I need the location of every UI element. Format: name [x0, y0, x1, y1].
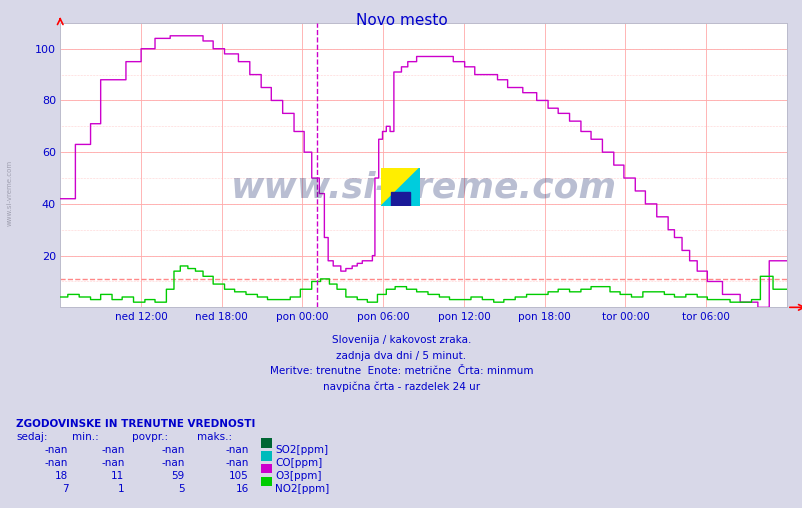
Text: ZGODOVINSKE IN TRENUTNE VREDNOSTI: ZGODOVINSKE IN TRENUTNE VREDNOSTI: [16, 419, 255, 429]
Polygon shape: [381, 168, 419, 206]
Text: pon 18:00: pon 18:00: [517, 312, 570, 323]
Text: CO[ppm]: CO[ppm]: [275, 458, 322, 468]
Text: -nan: -nan: [45, 445, 68, 455]
Text: 7: 7: [62, 484, 68, 494]
Text: -nan: -nan: [161, 445, 184, 455]
Text: 105: 105: [229, 471, 249, 481]
Text: www.si-vreme.com: www.si-vreme.com: [6, 160, 13, 226]
Text: Novo mesto: Novo mesto: [355, 13, 447, 28]
Text: -nan: -nan: [101, 458, 124, 468]
Text: -nan: -nan: [45, 458, 68, 468]
Text: Meritve: trenutne  Enote: metrične  Črta: minmum: Meritve: trenutne Enote: metrične Črta: …: [269, 366, 533, 376]
Text: 16: 16: [235, 484, 249, 494]
Text: pon 12:00: pon 12:00: [437, 312, 490, 323]
Text: 11: 11: [111, 471, 124, 481]
Bar: [391, 193, 410, 206]
Text: maks.:: maks.:: [196, 432, 232, 442]
Text: povpr.:: povpr.:: [132, 432, 168, 442]
Text: ned 18:00: ned 18:00: [195, 312, 248, 323]
Text: -nan: -nan: [101, 445, 124, 455]
Text: min.:: min.:: [72, 432, 99, 442]
Text: -nan: -nan: [161, 458, 184, 468]
Text: pon 06:00: pon 06:00: [356, 312, 409, 323]
Text: O3[ppm]: O3[ppm]: [275, 471, 322, 481]
Text: -nan: -nan: [225, 445, 249, 455]
Text: -nan: -nan: [225, 458, 249, 468]
Text: 18: 18: [55, 471, 68, 481]
Text: ned 12:00: ned 12:00: [115, 312, 167, 323]
Text: SO2[ppm]: SO2[ppm]: [275, 445, 328, 455]
Text: zadnja dva dni / 5 minut.: zadnja dva dni / 5 minut.: [336, 351, 466, 361]
Text: sedaj:: sedaj:: [16, 432, 47, 442]
Text: NO2[ppm]: NO2[ppm]: [275, 484, 330, 494]
Text: tor 00:00: tor 00:00: [601, 312, 649, 323]
Text: 1: 1: [118, 484, 124, 494]
Text: pon 00:00: pon 00:00: [276, 312, 328, 323]
Text: navpična črta - razdelek 24 ur: navpična črta - razdelek 24 ur: [322, 381, 480, 392]
Text: 5: 5: [178, 484, 184, 494]
Text: 59: 59: [171, 471, 184, 481]
Text: tor 06:00: tor 06:00: [682, 312, 729, 323]
Text: www.si-vreme.com: www.si-vreme.com: [230, 171, 616, 205]
Polygon shape: [381, 168, 419, 206]
Text: Slovenija / kakovost zraka.: Slovenija / kakovost zraka.: [331, 335, 471, 345]
